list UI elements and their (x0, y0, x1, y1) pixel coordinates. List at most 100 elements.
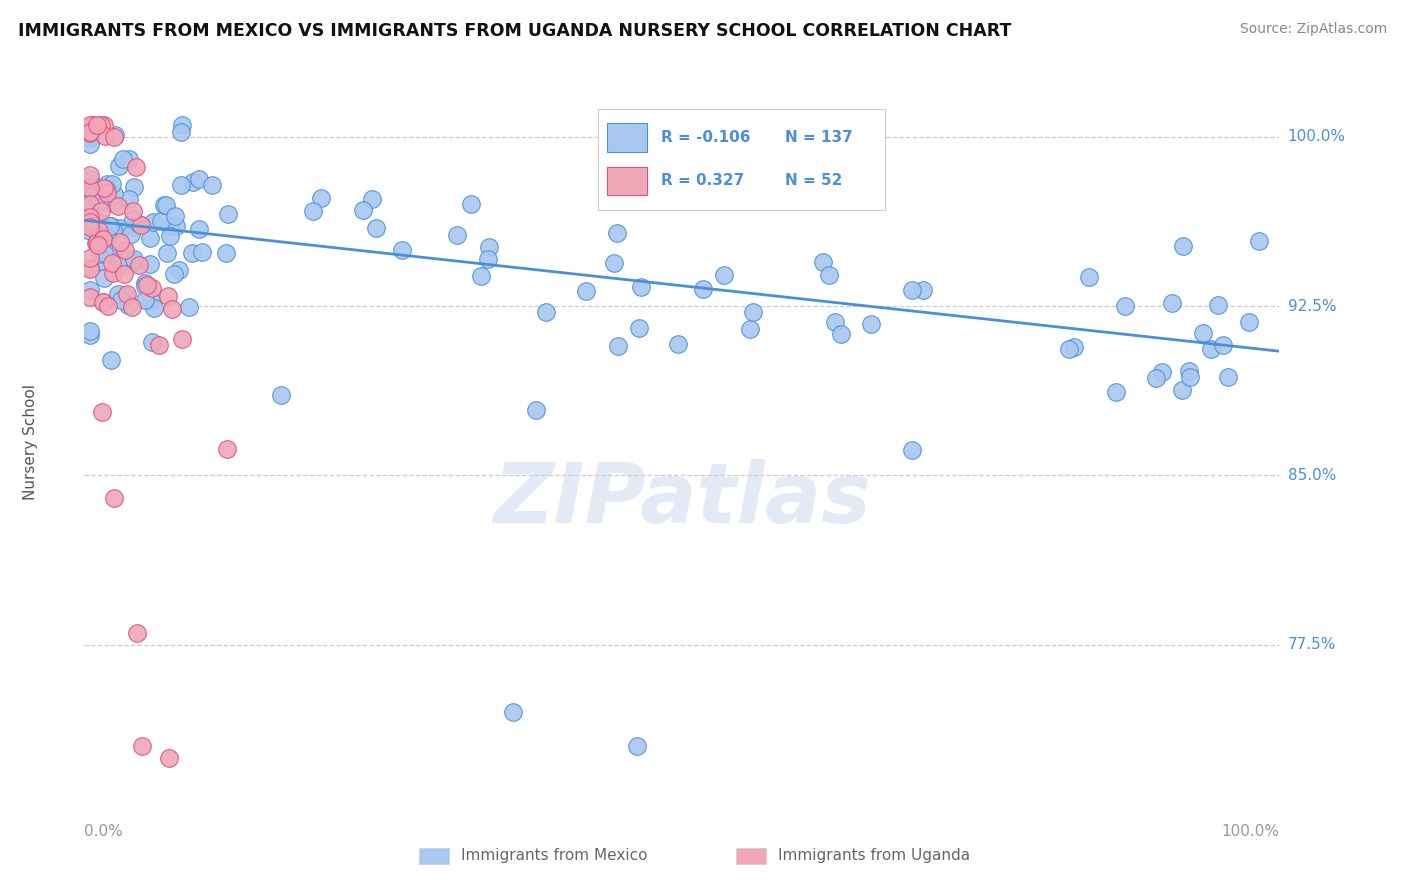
Point (150, 214, 173, 228)
Point (104, 128, 127, 143)
Point (901, 442, 924, 457)
Point (217, 207, 239, 221)
Point (121, 211, 143, 226)
Point (84, 235, 107, 250)
Point (1237, 315, 1260, 329)
Point (1063, 341, 1085, 355)
Point (118, 152, 141, 166)
Point (89, 230, 111, 244)
Point (524, 403, 547, 417)
Point (103, 129, 125, 144)
Point (860, 317, 883, 331)
Point (830, 326, 852, 341)
Point (177, 300, 200, 314)
Point (108, 220, 131, 235)
Point (115, 252, 138, 267)
Point (163, 267, 186, 281)
Point (478, 240, 501, 254)
Point (139, 257, 162, 271)
Point (1249, 234, 1271, 248)
Point (360, 192, 382, 206)
Point (134, 293, 156, 307)
Point (172, 119, 194, 133)
Point (167, 262, 190, 277)
Point (96, 186, 118, 201)
Point (309, 191, 332, 205)
Point (606, 339, 628, 353)
Point (108, 159, 131, 173)
Point (1206, 298, 1229, 312)
Point (110, 235, 132, 249)
Point (1161, 296, 1184, 310)
Point (103, 491, 125, 505)
Point (79, 202, 101, 217)
Point (101, 177, 124, 191)
Text: Source: ZipAtlas.com: Source: ZipAtlas.com (1240, 22, 1388, 37)
Point (115, 286, 138, 301)
Text: 0.0%: 0.0% (84, 824, 124, 839)
Point (170, 178, 193, 192)
Point (117, 298, 139, 312)
Point (79, 137, 101, 152)
Bar (419, 848, 449, 864)
Point (122, 252, 145, 266)
Point (94, 182, 117, 196)
Point (1177, 364, 1199, 378)
Point (90, 119, 112, 133)
Point (101, 223, 124, 237)
Point (157, 289, 180, 303)
Point (104, 249, 127, 263)
Point (122, 255, 145, 269)
Point (301, 204, 323, 219)
Point (82, 183, 104, 197)
Point (112, 153, 135, 167)
Point (603, 256, 626, 270)
Point (1212, 338, 1234, 352)
Text: ZIPatlas: ZIPatlas (494, 458, 870, 540)
Point (79, 224, 101, 238)
Point (713, 268, 735, 282)
Point (201, 178, 224, 192)
Text: IMMIGRANTS FROM MEXICO VS IMMIGRANTS FROM UGANDA NURSERY SCHOOL CORRELATION CHAR: IMMIGRANTS FROM MEXICO VS IMMIGRANTS FRO… (18, 22, 1012, 40)
Point (107, 258, 129, 272)
Point (160, 301, 183, 316)
Point (93, 246, 115, 260)
Point (86, 235, 108, 250)
Point (79, 283, 101, 297)
Text: 100.0%: 100.0% (1222, 824, 1279, 839)
Point (121, 300, 143, 314)
Point (125, 626, 148, 640)
Point (79, 197, 101, 211)
Point (142, 215, 165, 229)
Point (131, 739, 153, 754)
Point (824, 315, 846, 329)
Point (502, 706, 524, 720)
Point (901, 283, 924, 297)
Point (172, 332, 194, 346)
Point (142, 301, 165, 315)
Point (79, 125, 101, 139)
Point (79, 290, 101, 304)
Point (606, 227, 628, 241)
Point (112, 267, 135, 281)
Point (100, 353, 122, 368)
Point (79, 260, 101, 275)
Point (628, 321, 651, 335)
Point (1178, 370, 1201, 384)
Point (128, 258, 150, 272)
Point (79, 251, 101, 265)
Point (742, 305, 765, 319)
Point (79, 171, 101, 186)
Point (82, 119, 104, 133)
Point (534, 305, 557, 319)
Point (366, 221, 388, 235)
Point (79, 168, 101, 182)
Point (91, 294, 114, 309)
Point (79, 324, 101, 338)
Point (87, 237, 110, 252)
Point (165, 219, 187, 234)
Point (131, 218, 153, 232)
Point (813, 255, 835, 269)
Point (86, 119, 108, 133)
Point (90, 204, 112, 219)
